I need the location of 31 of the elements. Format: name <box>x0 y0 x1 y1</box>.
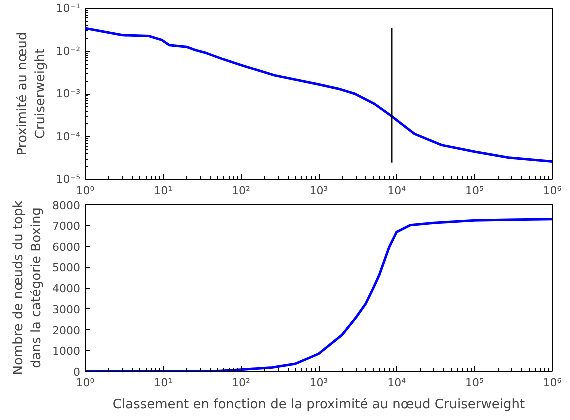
x-tick-label: 10⁴ <box>388 184 407 198</box>
x-tick-label: 10⁶ <box>543 376 562 390</box>
x-tick-label: 10⁵ <box>465 376 484 390</box>
x-tick-label: 10³ <box>310 184 328 198</box>
y-tick-label: 2000 <box>52 324 81 338</box>
x-tick-label: 10¹ <box>154 376 173 390</box>
x-axis-title: Classement en fonction de la proximité au nœud Cruiserweight <box>112 398 526 412</box>
x-tick-label: 10⁶ <box>543 184 562 198</box>
y-tick-label: 3000 <box>52 303 81 316</box>
x-tick-label: 10² <box>232 376 250 390</box>
y-tick-label: 10⁻³ <box>56 88 81 100</box>
x-tick-label: 10⁴ <box>388 376 407 390</box>
y-tick-label: 5000 <box>52 262 81 275</box>
x-tick-label: 10¹ <box>154 184 173 198</box>
y-tick-label: 4000 <box>52 282 81 296</box>
x-tick-label: 10⁵ <box>465 184 484 198</box>
x-tick-label: 10⁰ <box>76 184 96 198</box>
y-axis-title: Proximité au nœud Cruiserweight <box>15 32 48 156</box>
y-axis-title: Nombre de nœuds du topk dans la catégorie Boxing <box>12 200 45 376</box>
x-tick-label: 10⁰ <box>76 376 96 390</box>
y-tick-label: 7000 <box>52 220 81 233</box>
x-tick-label: 10² <box>232 184 250 198</box>
y-tick-label: 10⁻¹ <box>56 2 81 15</box>
y-tick-label: 6000 <box>52 240 81 254</box>
y-tick-label: 10⁻⁵ <box>56 173 81 186</box>
y-tick-label: 1000 <box>52 345 81 358</box>
y-tick-label: 10⁻² <box>56 44 81 58</box>
y-tick-label: 0 <box>74 366 80 379</box>
y-tick-label: 8000 <box>52 200 81 212</box>
x-tick-label: 10³ <box>310 376 328 390</box>
y-tick-label: 10⁻⁴ <box>56 130 82 144</box>
